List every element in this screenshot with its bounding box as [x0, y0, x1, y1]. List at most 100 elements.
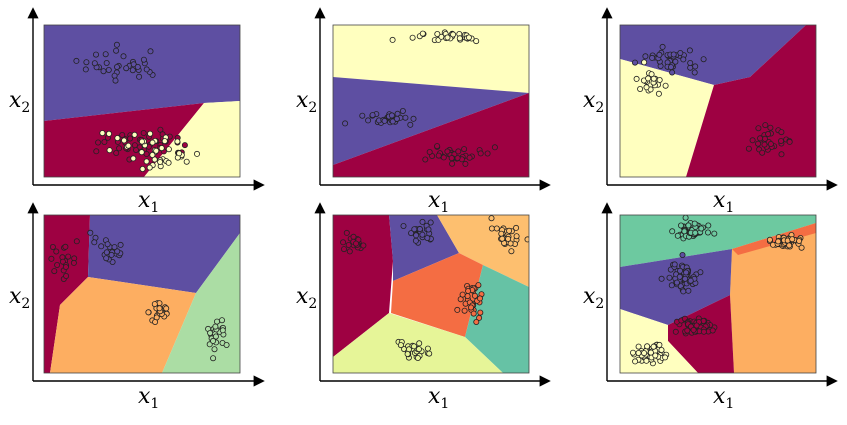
- data-point: [48, 255, 55, 262]
- data-point: [73, 238, 80, 245]
- data-point: [146, 164, 153, 171]
- data-point: [117, 241, 124, 248]
- data-point: [212, 323, 219, 330]
- data-point: [98, 243, 105, 250]
- data-point: [218, 317, 225, 324]
- decision-regions: [44, 25, 240, 177]
- data-point: [113, 41, 120, 48]
- data-point: [407, 121, 414, 128]
- data-point: [369, 112, 376, 119]
- data-point: [678, 222, 685, 229]
- data-point: [149, 139, 156, 146]
- data-point: [506, 227, 513, 234]
- data-point: [454, 306, 461, 313]
- decision-regions: [333, 25, 529, 177]
- data-point: [461, 146, 468, 153]
- data-point: [761, 135, 768, 142]
- y-axis-label: x2: [583, 88, 604, 116]
- region-tealgreen: [620, 215, 816, 267]
- data-point: [680, 288, 687, 295]
- data-point: [411, 343, 418, 350]
- data-point: [711, 230, 718, 237]
- data-point: [149, 152, 156, 159]
- data-point: [473, 38, 480, 45]
- panel-3: [619, 24, 817, 178]
- data-point: [388, 112, 395, 119]
- data-point: [669, 228, 676, 235]
- region-orange: [732, 223, 816, 255]
- data-point: [655, 90, 662, 97]
- data-point: [491, 144, 498, 151]
- data-point: [103, 255, 110, 262]
- data-point: [147, 130, 154, 137]
- region-cream: [620, 59, 714, 177]
- data-point: [761, 141, 768, 148]
- data-point: [467, 304, 474, 311]
- data-point: [139, 138, 146, 145]
- data-point: [140, 130, 147, 137]
- data-point: [643, 357, 650, 364]
- data-point: [165, 159, 172, 166]
- data-point: [686, 47, 693, 54]
- data-point: [508, 248, 515, 255]
- data-point: [498, 230, 505, 237]
- y-axis-label: x2: [296, 88, 317, 116]
- data-point: [637, 86, 644, 93]
- data-point: [140, 56, 147, 63]
- y-axis-label: x2: [9, 88, 30, 116]
- data-point: [505, 235, 512, 242]
- data-point: [114, 64, 121, 71]
- plot-border: [43, 24, 241, 178]
- data-point: [749, 137, 756, 144]
- region-crimson: [333, 215, 393, 373]
- data-point: [93, 51, 100, 58]
- data-point: [644, 343, 651, 350]
- data-point: [413, 232, 420, 239]
- data-point: [685, 287, 692, 294]
- y-axis-label: x2: [583, 284, 604, 312]
- data-point: [207, 330, 214, 337]
- decision-regions: [620, 25, 816, 177]
- axes: x1 x2: [296, 202, 551, 412]
- axes: x1 x2: [9, 7, 265, 216]
- data-point: [399, 108, 406, 115]
- data-point: [424, 234, 431, 241]
- data-point: [477, 309, 484, 316]
- data-point: [464, 293, 471, 300]
- data-point: [499, 235, 506, 242]
- data-point: [691, 220, 698, 227]
- data-points: [631, 43, 793, 158]
- data-point: [658, 275, 665, 282]
- data-point: [113, 47, 120, 54]
- data-point: [210, 337, 217, 344]
- data-point: [424, 345, 431, 352]
- data-point: [767, 124, 774, 131]
- data-point: [193, 150, 200, 157]
- data-point: [680, 56, 687, 63]
- data-point: [400, 222, 407, 229]
- data-point: [444, 34, 451, 41]
- plot-border: [619, 214, 817, 374]
- data-point: [340, 246, 347, 253]
- decision-regions: [620, 215, 816, 373]
- data-point: [677, 49, 684, 56]
- data-point: [143, 158, 150, 165]
- data-point: [759, 149, 766, 156]
- plot-border: [332, 214, 530, 374]
- data-point: [108, 251, 115, 258]
- data-point: [138, 149, 145, 156]
- data-point: [402, 114, 409, 121]
- region-purple: [44, 25, 240, 121]
- data-point: [470, 310, 477, 317]
- y-axis-label: x2: [296, 284, 317, 312]
- data-point: [365, 117, 372, 124]
- data-point: [130, 155, 137, 162]
- data-point: [676, 273, 683, 280]
- data-point: [435, 152, 442, 159]
- data-point: [157, 158, 164, 165]
- data-point: [103, 60, 110, 67]
- data-point: [798, 244, 805, 251]
- data-point: [513, 224, 520, 231]
- data-point: [698, 225, 705, 232]
- data-point: [673, 279, 680, 286]
